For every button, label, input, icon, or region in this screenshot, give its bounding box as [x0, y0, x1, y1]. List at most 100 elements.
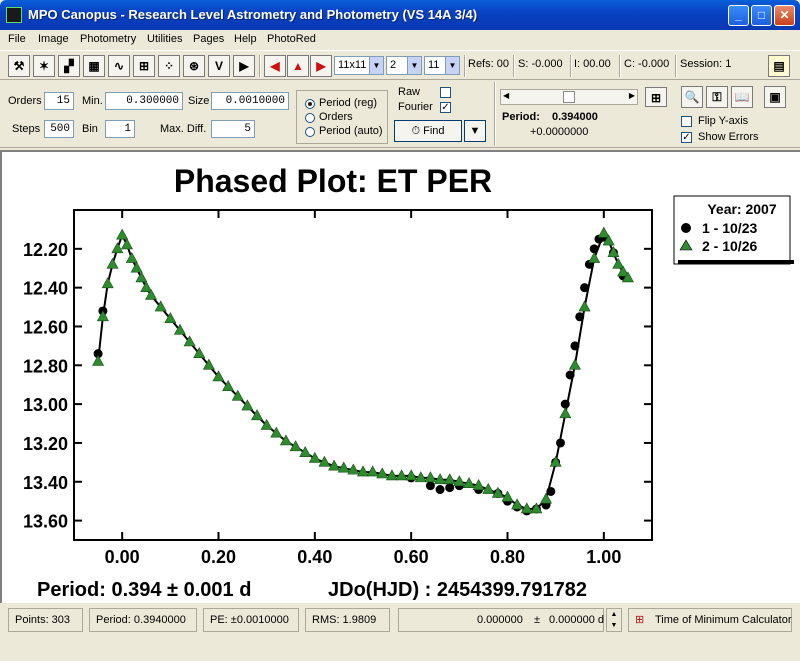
point-series-2: [337, 461, 350, 473]
y-tick-label: 12.40: [23, 279, 68, 299]
spin-up-icon[interactable]: ▲: [610, 611, 618, 618]
menu-file[interactable]: File: [8, 33, 26, 45]
point-series-2: [318, 455, 331, 467]
point-series-2: [125, 251, 138, 263]
maxdiff-field[interactable]: 5: [211, 120, 255, 138]
magnifier-icon[interactable]: 🔍: [681, 86, 703, 108]
point-series-2: [443, 473, 456, 485]
orders-field[interactable]: 15: [44, 92, 74, 110]
slider-left-icon[interactable]: ◀: [503, 91, 510, 100]
legend-marker-series-1: [681, 223, 691, 233]
annulus-select[interactable]: 11 ▼: [424, 56, 460, 75]
fourier-checkbox[interactable]: ✓: [440, 102, 451, 113]
flip-y-checkbox[interactable]: [681, 116, 692, 127]
point-series-2: [434, 473, 447, 485]
periodogram-icon[interactable]: ⊞: [645, 87, 667, 107]
key-icon[interactable]: ⚿: [706, 86, 728, 108]
arrow-right-icon[interactable]: ▶: [310, 55, 332, 77]
orders-radio[interactable]: [305, 113, 315, 123]
point-series-2: [617, 265, 630, 277]
menu-help[interactable]: Help: [234, 33, 257, 45]
calculator-icon: ⊞: [635, 614, 645, 626]
point-series-2: [164, 312, 177, 324]
point-series-2: [588, 251, 601, 263]
point-series-2: [395, 469, 408, 481]
book-icon[interactable]: 📖: [731, 86, 753, 108]
slider-right-icon[interactable]: ▶: [628, 91, 635, 100]
tools-icon[interactable]: ⚒: [8, 55, 30, 77]
v-icon[interactable]: V: [208, 55, 230, 77]
steps-label: Steps: [12, 123, 41, 135]
maxdiff-label: Max. Diff.: [160, 123, 207, 135]
point-series-2: [612, 257, 625, 269]
spin-down-icon[interactable]: ▼: [610, 622, 618, 629]
menu-pages[interactable]: Pages: [193, 33, 225, 45]
arrow-left-icon[interactable]: ◀: [264, 55, 286, 77]
lightcurve-icon[interactable]: ∿: [108, 55, 130, 77]
i-readout: I: 00.00: [574, 58, 611, 70]
bin-label: Bin: [82, 123, 98, 135]
stopwatch-icon: ⏱: [411, 125, 421, 137]
maximize-button[interactable]: □: [751, 5, 772, 26]
orders-radio-label: Orders: [319, 111, 353, 123]
point-series-2: [530, 502, 543, 514]
s-readout: S: -0.000: [518, 58, 563, 70]
menu-photored[interactable]: PhotoRed: [267, 33, 316, 45]
tmin-field[interactable]: 0.000000 ± 0.000000 d: [398, 608, 604, 632]
play-icon[interactable]: ▶: [233, 55, 255, 77]
notes-icon[interactable]: ▤: [768, 55, 790, 77]
stars-field-icon[interactable]: ⁘: [158, 55, 180, 77]
arrow-up-icon[interactable]: ▲: [287, 55, 309, 77]
menu-image[interactable]: Image: [38, 33, 69, 45]
menu-photometry[interactable]: Photometry: [80, 33, 137, 45]
point-series-2: [347, 463, 360, 475]
point-series-2: [597, 226, 610, 238]
x-tick-label: 0.20: [201, 547, 236, 567]
bin-field[interactable]: 1: [105, 120, 135, 138]
period-auto-radio[interactable]: [305, 127, 315, 137]
jd0-footer: JDo(HJD) : 2454399.791782: [328, 579, 587, 601]
min-period-field[interactable]: 0.300000: [105, 92, 183, 110]
tmin-spinner[interactable]: ▲ ▼: [606, 608, 622, 632]
grid-icon[interactable]: ▦: [83, 55, 105, 77]
target-icon[interactable]: ⊛: [183, 55, 205, 77]
period-reg-radio[interactable]: [305, 99, 315, 109]
period-mode-group: Period (reg) Orders Period (auto): [296, 90, 388, 144]
steps-field[interactable]: 500: [44, 120, 74, 138]
time-of-minimum-button[interactable]: ⊞ Time of Minimum Calculator: [628, 608, 792, 632]
step-size-field[interactable]: 0.0010000: [211, 92, 289, 110]
menu-utilities[interactable]: Utilities: [147, 33, 183, 45]
toolbar-separator: [570, 55, 572, 77]
period-slider[interactable]: ◀ ▶: [500, 89, 638, 105]
show-errors-checkbox[interactable]: ✓: [681, 132, 692, 143]
chart-title: Phased Plot: ET PER: [174, 163, 492, 199]
raw-checkbox[interactable]: [440, 87, 451, 98]
slider-thumb[interactable]: [563, 91, 575, 103]
y-tick-label: 12.80: [23, 356, 68, 376]
point-series-2: [96, 310, 109, 322]
point-series-2: [92, 354, 105, 366]
point-series-2: [366, 465, 379, 477]
find-dropdown-button[interactable]: ▼: [464, 120, 486, 142]
period-reg-label: Period (reg): [319, 97, 378, 109]
grid-size-select[interactable]: 11x11 ▼: [334, 56, 384, 75]
blocks-icon[interactable]: ▞: [58, 55, 80, 77]
find-button[interactable]: ⏱ Find: [394, 120, 462, 142]
point-series-2: [482, 482, 495, 494]
chevron-down-icon: ▼: [445, 57, 459, 74]
point-series-2: [578, 300, 591, 312]
point-series-2: [424, 471, 437, 483]
aperture-select[interactable]: 2 ▼: [386, 56, 422, 75]
point-series-2: [453, 475, 466, 487]
save-icon[interactable]: ▣: [764, 86, 786, 108]
close-button[interactable]: ✕: [774, 5, 795, 26]
point-series-2: [251, 409, 264, 421]
point-series-2: [270, 426, 283, 438]
star-icon[interactable]: ✶: [33, 55, 55, 77]
chart-icon[interactable]: ⊞: [133, 55, 155, 77]
minimize-button[interactable]: _: [728, 5, 749, 26]
point-series-2: [135, 271, 148, 283]
title-bar[interactable]: MPO Canopus - Research Level Astrometry …: [0, 0, 800, 30]
point-series-2: [501, 490, 514, 502]
period-label: Period:: [502, 111, 540, 123]
